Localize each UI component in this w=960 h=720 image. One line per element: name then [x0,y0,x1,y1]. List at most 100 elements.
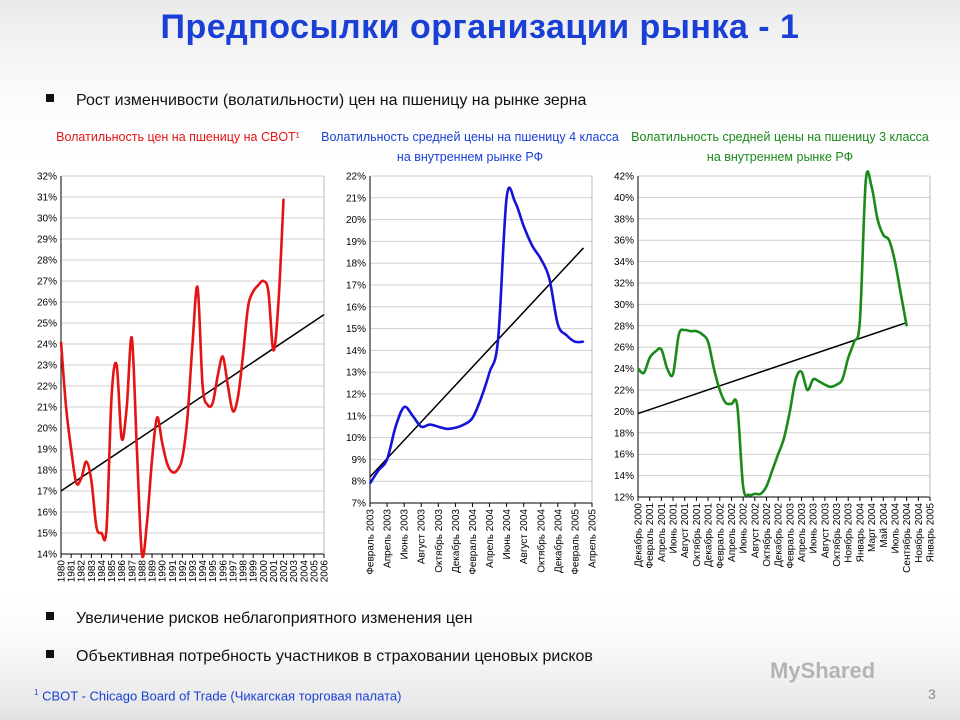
x-tick-label: 1996 [218,560,229,583]
x-tick-label: Декабрь 2002 [773,503,785,567]
y-tick-label: 24% [37,340,57,351]
data-point [824,383,826,386]
y-tick-label: 22% [346,172,366,183]
y-tick-label: 14% [37,550,57,561]
data-point [853,341,855,343]
y-tick-label: 23% [37,361,57,372]
x-tick-label: Июнь 2001 [669,503,680,554]
x-tick-label: 1994 [198,560,209,583]
data-point [115,364,118,366]
data-point [369,482,371,485]
data-point [859,319,861,322]
chart-cbot-svg: 14% 15% 16% 17% 18% 19% 20% 21% 22% 23% 24% 25% 26% 2… [37,172,331,583]
bullet-text: Увеличение рисков неблагоприятного измен… [76,610,473,627]
data-point [171,471,174,473]
data-point [783,437,785,439]
data-point [882,234,885,236]
data-point [771,469,774,472]
data-point [110,395,113,398]
data-point [257,284,260,286]
data-point [736,405,739,407]
data-point [222,355,224,358]
data-point [707,341,709,343]
data-point [748,494,750,496]
data-point [411,415,414,417]
data-point [394,425,397,428]
data-point [446,428,448,430]
y-tick-label: 16% [346,302,366,313]
bullet-marker-icon [46,650,54,658]
data-point [420,425,423,428]
y-tick-label: 22% [614,386,634,397]
x-tick-label: Август 2003 [417,509,428,565]
data-point [120,437,123,440]
data-point [161,441,163,444]
x-tick-label: 1992 [178,560,189,583]
footnote-marker: 1 [34,688,39,697]
x-tick-label: Январь 2005 [926,503,937,563]
y-tick-label: 29% [37,235,57,246]
x-tick-label: Август 2004 [519,509,530,565]
x-tick-label: Июль 2004 [890,503,901,554]
chart-title-text: Волатильность средней цены на пшеницу 4 … [321,130,619,164]
data-point [548,277,551,280]
data-point [488,371,491,373]
y-tick-label: 17% [346,281,366,292]
data-point [765,485,768,488]
data-point [201,385,204,387]
data-point [65,406,67,408]
data-point [100,532,103,534]
data-point [166,462,169,465]
y-tick-label: 21% [346,193,366,204]
data-point [777,453,779,456]
data-point [672,373,674,375]
data-point [870,185,873,188]
y-tick-label: 21% [37,403,57,414]
x-tick-label: Октябрь 2004 [535,509,547,573]
x-tick-label: 1988 [137,560,148,583]
data-point [683,329,686,331]
y-tick-label: 11% [347,411,366,422]
data-point [403,406,405,408]
series-line [368,186,584,485]
data-point [242,353,244,356]
x-tick-label: 1995 [208,560,219,583]
trend-line [60,313,325,492]
data-point [789,410,791,413]
chart-class3-svg: 12% 14% 16% 18% 20% 22% 24% 26% 28% 30% 32% 34% 36% 3… [614,170,937,573]
x-tick-label: 2004 [299,560,310,583]
y-tick-label: 8% [352,477,367,488]
x-tick-label: 1998 [239,560,250,583]
y-tick-label: 32% [614,279,634,290]
data-point [386,458,388,461]
y-tick-label: 12% [614,493,634,504]
data-point [80,477,83,480]
bullet-text: Объективная потребность участников в стр… [76,648,593,665]
y-tick-label: 20% [614,407,634,418]
x-tick-label: Сентябрь 2004 [901,503,913,573]
x-tick-label: 1983 [87,560,98,583]
x-tick-label: 2006 [320,560,331,583]
chart-title-text: Волатильность средней цены на пшеницу 3 … [631,130,929,164]
x-tick-label: Апрель 2004 [485,509,496,568]
chart-cbot: 14% 15% 16% 17% 18% 19% 20% 21% 22% 23% 24% 25% 26% 2… [24,166,334,598]
data-point [60,341,62,343]
y-tick-label: 32% [37,172,57,183]
chart-class4: 7% 8% 9% 10% 11% 12% 13% 14% 15% 16% 17% 18% 19% 20% 2… [334,166,600,598]
data-point [565,334,568,336]
y-tick-label: 38% [614,214,634,225]
x-tick-label: Апрель 2002 [727,503,738,562]
y-tick-label: 22% [37,382,57,393]
data-point [713,367,715,370]
data-point [237,395,239,398]
y-tick-label: 36% [614,236,634,247]
data-point [794,378,797,381]
trend-line [637,321,907,415]
x-tick-label: Август 2001 [680,503,691,559]
y-tick-label: 31% [37,193,57,204]
y-tick-label: 26% [37,298,57,309]
data-point [85,460,88,463]
data-point [186,416,189,419]
data-point [888,239,890,241]
x-tick-label: Февраль 2004 [468,509,479,575]
